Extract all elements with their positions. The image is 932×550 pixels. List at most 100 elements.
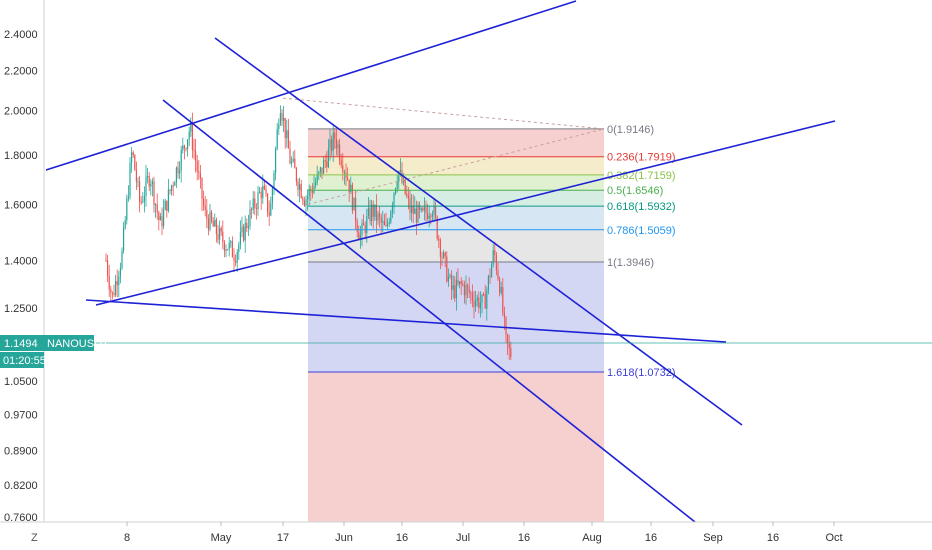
candle-body	[478, 297, 480, 309]
candle-body	[454, 285, 456, 299]
candle-body	[420, 208, 422, 211]
price-tick-label: 1.0500	[4, 376, 38, 388]
candle-body	[129, 163, 131, 197]
candle-body	[163, 209, 165, 227]
candle-body	[206, 210, 208, 219]
candle-body	[247, 226, 249, 229]
candle-body	[297, 181, 299, 191]
candle-body	[483, 294, 485, 296]
candle-body	[193, 149, 195, 152]
candle-body	[446, 256, 448, 282]
candle-body	[371, 204, 373, 222]
candle-body	[171, 185, 173, 191]
candle-body	[275, 149, 277, 174]
candle-body	[342, 165, 344, 173]
time-axis[interactable]: 8 May 17 Jun 16 Jul 16 Aug 16 Sep 16 Oct	[124, 522, 843, 544]
candle-body	[308, 188, 310, 196]
candle-body	[398, 171, 400, 182]
candle-body	[300, 184, 302, 198]
candle-body	[143, 195, 145, 202]
candle-body	[147, 176, 149, 178]
candle-body	[351, 184, 353, 211]
candle-body	[452, 285, 454, 290]
candle-body	[327, 148, 329, 168]
candle-body	[270, 203, 272, 216]
candle-body	[404, 179, 406, 194]
candle-body	[203, 198, 205, 206]
candle-body	[271, 188, 273, 204]
candle-body	[377, 213, 379, 221]
candle-body	[451, 275, 453, 290]
fibonacci-levels: 0(1.9146)0.236(1.7919)0.382(1.7159)0.5(1…	[282, 97, 676, 379]
price-axis[interactable]: 2.4000 2.2000 2.0000 1.8000 1.6000 1.4000 1.25…	[4, 29, 38, 524]
candle-body	[491, 264, 493, 278]
candle-body	[257, 192, 259, 209]
candle-body	[185, 148, 187, 150]
candle-body	[251, 208, 253, 210]
candle-body	[319, 167, 321, 173]
candle-body	[444, 252, 446, 257]
symbol-label: NANOUSDT	[47, 338, 109, 350]
candle-body	[238, 244, 240, 252]
trendline[interactable]	[95, 120, 836, 306]
candle-body	[164, 200, 166, 210]
trendline[interactable]	[214, 37, 743, 426]
candle-body	[124, 220, 126, 228]
candle-body	[467, 285, 469, 288]
candle-body	[227, 249, 229, 251]
candle-body	[111, 292, 113, 294]
candle-body	[462, 283, 464, 285]
candle-body	[471, 293, 473, 301]
candle-body	[172, 185, 174, 187]
candle-body	[167, 189, 169, 211]
candle-body	[343, 172, 345, 174]
candle-body	[350, 184, 352, 193]
fib-zone	[308, 206, 604, 230]
candle-body	[259, 191, 261, 193]
candle-body	[207, 218, 209, 230]
candle-body	[142, 201, 144, 203]
candle-body	[374, 204, 376, 217]
candle-body	[225, 249, 227, 251]
candle-body	[441, 256, 443, 258]
candle-body	[318, 172, 320, 175]
candle-body	[499, 279, 501, 293]
candle-body	[161, 216, 163, 227]
candle-body	[465, 285, 467, 296]
candle-body	[131, 152, 133, 164]
candle-body	[236, 251, 238, 263]
time-tick-label: 8	[124, 532, 130, 544]
axis-corner-label[interactable]: Z	[31, 532, 38, 544]
candle-body	[254, 198, 256, 208]
candle-body	[425, 207, 427, 213]
candle-body	[431, 214, 433, 217]
trendlines	[45, 0, 836, 523]
trendline[interactable]	[45, 0, 577, 171]
candle-body	[204, 205, 206, 211]
time-tick-label: Sep	[703, 532, 723, 544]
candle-body	[473, 300, 475, 307]
candle-body	[476, 297, 478, 302]
candle-body	[307, 195, 309, 200]
candle-body	[316, 174, 318, 183]
candle-body	[387, 223, 389, 226]
candle-body	[500, 287, 502, 293]
candle-body	[503, 312, 505, 318]
trendline[interactable]	[85, 299, 727, 343]
candle-body	[276, 128, 278, 150]
candle-body	[195, 151, 197, 162]
time-tick-label: Aug	[582, 532, 602, 544]
candle-body	[331, 139, 333, 151]
candle-body	[155, 204, 157, 206]
candle-body	[375, 204, 377, 221]
fib-zone	[308, 229, 604, 263]
candle-body	[353, 197, 355, 211]
candle-body	[123, 227, 125, 251]
candle-body	[212, 220, 214, 227]
time-tick-label: Oct	[825, 532, 842, 544]
trendline[interactable]	[162, 99, 696, 523]
candle-body	[169, 189, 171, 191]
candle-body	[463, 284, 465, 296]
time-tick-label: 16	[396, 532, 408, 544]
